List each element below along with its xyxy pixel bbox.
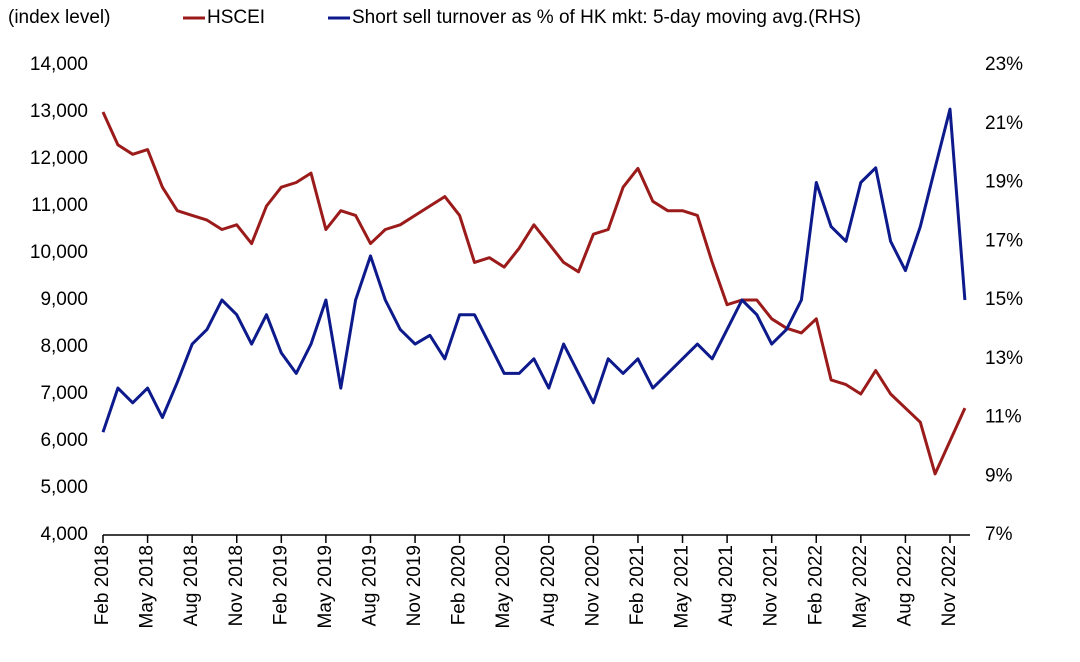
x-tick-label: May 2022 [850, 545, 871, 628]
y2-tick-label: 13% [985, 348, 1023, 369]
y-tick-label: 8,000 [40, 336, 88, 357]
x-tick-label: Feb 2020 [449, 545, 470, 625]
y-tick-label: 5,000 [40, 477, 88, 498]
x-tick-label: Nov 2019 [404, 545, 425, 626]
legend: HSCEI Short sell turnover as % of HK mkt:… [183, 7, 861, 28]
x-tick-label: May 2019 [315, 545, 336, 628]
x-tick-label: Aug 2022 [894, 545, 915, 626]
legend-label: Short sell turnover as % of HK mkt: 5-da… [352, 7, 861, 28]
x-tick-label: Aug 2019 [359, 545, 380, 626]
x-tick-label: May 2021 [672, 545, 693, 628]
x-tick-label: Feb 2018 [92, 545, 113, 625]
y2-tick-label: 17% [985, 230, 1023, 251]
series-line [101, 107, 967, 433]
y2-tick-label: 7% [985, 524, 1013, 545]
series-line [101, 111, 967, 476]
y-tick-label: 6,000 [40, 430, 88, 451]
x-tick-label: Nov 2020 [582, 545, 603, 626]
x-tick-label: May 2020 [493, 545, 514, 628]
y2-tick-label: 15% [985, 289, 1023, 310]
x-tick-label: Aug 2020 [538, 545, 559, 626]
x-tick-label: Nov 2022 [939, 545, 960, 626]
y-tick-label: 14,000 [30, 54, 88, 75]
y-axis-label: (index level) [8, 7, 110, 28]
x-tick-label: Nov 2018 [226, 545, 247, 626]
x-tick-label: Aug 2021 [716, 545, 737, 626]
x-tick-label: Feb 2021 [627, 545, 648, 625]
x-tick-label: Feb 2019 [270, 545, 291, 625]
y2-tick-label: 19% [985, 172, 1023, 193]
y2-tick-label: 9% [985, 465, 1013, 486]
y-tick-label: 9,000 [40, 289, 88, 310]
y-tick-label: 11,000 [31, 195, 88, 216]
y-tick-label: 10,000 [30, 242, 88, 263]
y-tick-label: 7,000 [40, 383, 88, 404]
x-tick-label: May 2018 [137, 545, 158, 628]
x-tick-label: Aug 2018 [181, 545, 202, 626]
legend-label: HSCEI [207, 7, 265, 28]
y2-tick-label: 21% [985, 113, 1023, 134]
x-tick-label: Nov 2021 [761, 545, 782, 626]
y-tick-label: 12,000 [30, 148, 88, 169]
y2-tick-label: 11% [985, 407, 1022, 428]
y-tick-label: 4,000 [40, 524, 88, 545]
y-tick-label: 13,000 [30, 101, 88, 122]
y2-tick-label: 23% [985, 54, 1023, 75]
x-tick-label: Feb 2022 [805, 545, 826, 625]
